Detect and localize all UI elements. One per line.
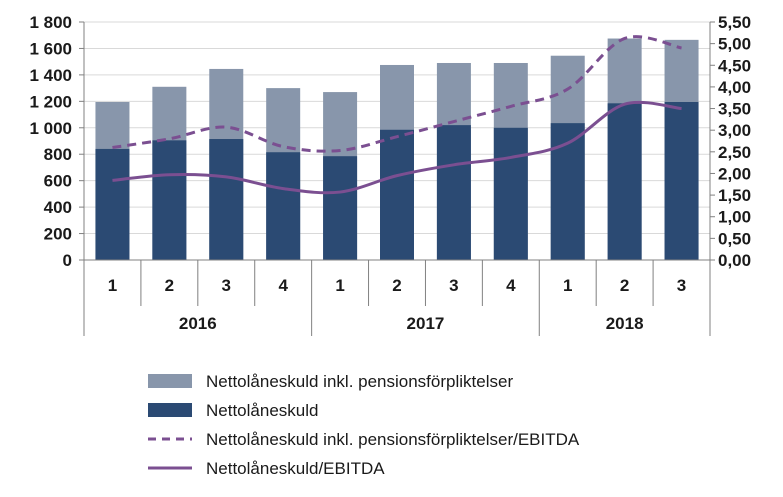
quarter-label: 2: [392, 276, 401, 295]
bar-base: [323, 156, 358, 260]
right-tick-label: 5,00: [718, 35, 751, 54]
bar-base: [95, 148, 130, 260]
left-tick-label: 1 600: [29, 39, 72, 58]
legend-label: Nettolåneskuld: [206, 401, 318, 420]
bar-base: [664, 101, 699, 260]
quarter-label: 1: [335, 276, 344, 295]
line-series-dashed: [112, 35, 682, 153]
left-tick-label: 400: [44, 198, 72, 217]
left-tick-label: 0: [63, 251, 72, 270]
bar-base: [209, 139, 244, 260]
right-tick-label: 0,00: [718, 251, 751, 270]
right-tick-label: 0,50: [718, 229, 751, 248]
right-tick-label: 2,50: [718, 143, 751, 162]
bar-base: [436, 125, 471, 260]
right-tick-label: 1,00: [718, 208, 751, 227]
bar-base: [266, 152, 301, 260]
year-label: 2017: [407, 314, 445, 333]
quarter-label: 2: [620, 276, 629, 295]
right-tick-label: 4,50: [718, 56, 751, 75]
quarter-label: 3: [449, 276, 458, 295]
bar-base: [380, 129, 414, 260]
right-tick-label: 3,00: [718, 121, 751, 140]
right-tick-label: 5,50: [718, 13, 751, 32]
left-tick-label: 1 400: [29, 66, 72, 85]
bar-base: [550, 123, 585, 261]
right-tick-label: 4,00: [718, 78, 751, 97]
year-label: 2016: [179, 314, 217, 333]
legend-swatch-box: [148, 403, 192, 417]
quarter-label: 2: [165, 276, 174, 295]
right-tick-label: 2,00: [718, 164, 751, 183]
legend-label: Nettolåneskuld inkl. pensionsförpliktels…: [206, 430, 580, 449]
left-tick-label: 1 200: [29, 92, 72, 111]
left-tick-label: 1 800: [29, 13, 72, 32]
quarter-label: 4: [506, 276, 516, 295]
quarter-label: 3: [677, 276, 686, 295]
legend-swatch-box: [148, 374, 192, 388]
bar-base: [607, 103, 642, 260]
quarter-label: 3: [222, 276, 231, 295]
left-tick-label: 200: [44, 225, 72, 244]
legend-label: Nettolåneskuld/EBITDA: [206, 459, 385, 478]
bar-base: [152, 140, 187, 260]
quarter-label: 1: [108, 276, 117, 295]
quarter-label: 4: [278, 276, 288, 295]
right-tick-label: 3,50: [718, 100, 751, 119]
year-label: 2018: [606, 314, 644, 333]
left-tick-label: 800: [44, 145, 72, 164]
left-tick-label: 1 000: [29, 119, 72, 138]
right-tick-label: 1,50: [718, 186, 751, 205]
legend-label: Nettolåneskuld inkl. pensionsförpliktels…: [206, 372, 513, 391]
bar-base: [493, 127, 528, 261]
left-tick-label: 600: [44, 172, 72, 191]
line-series-solid: [112, 100, 682, 195]
quarter-label: 1: [563, 276, 572, 295]
